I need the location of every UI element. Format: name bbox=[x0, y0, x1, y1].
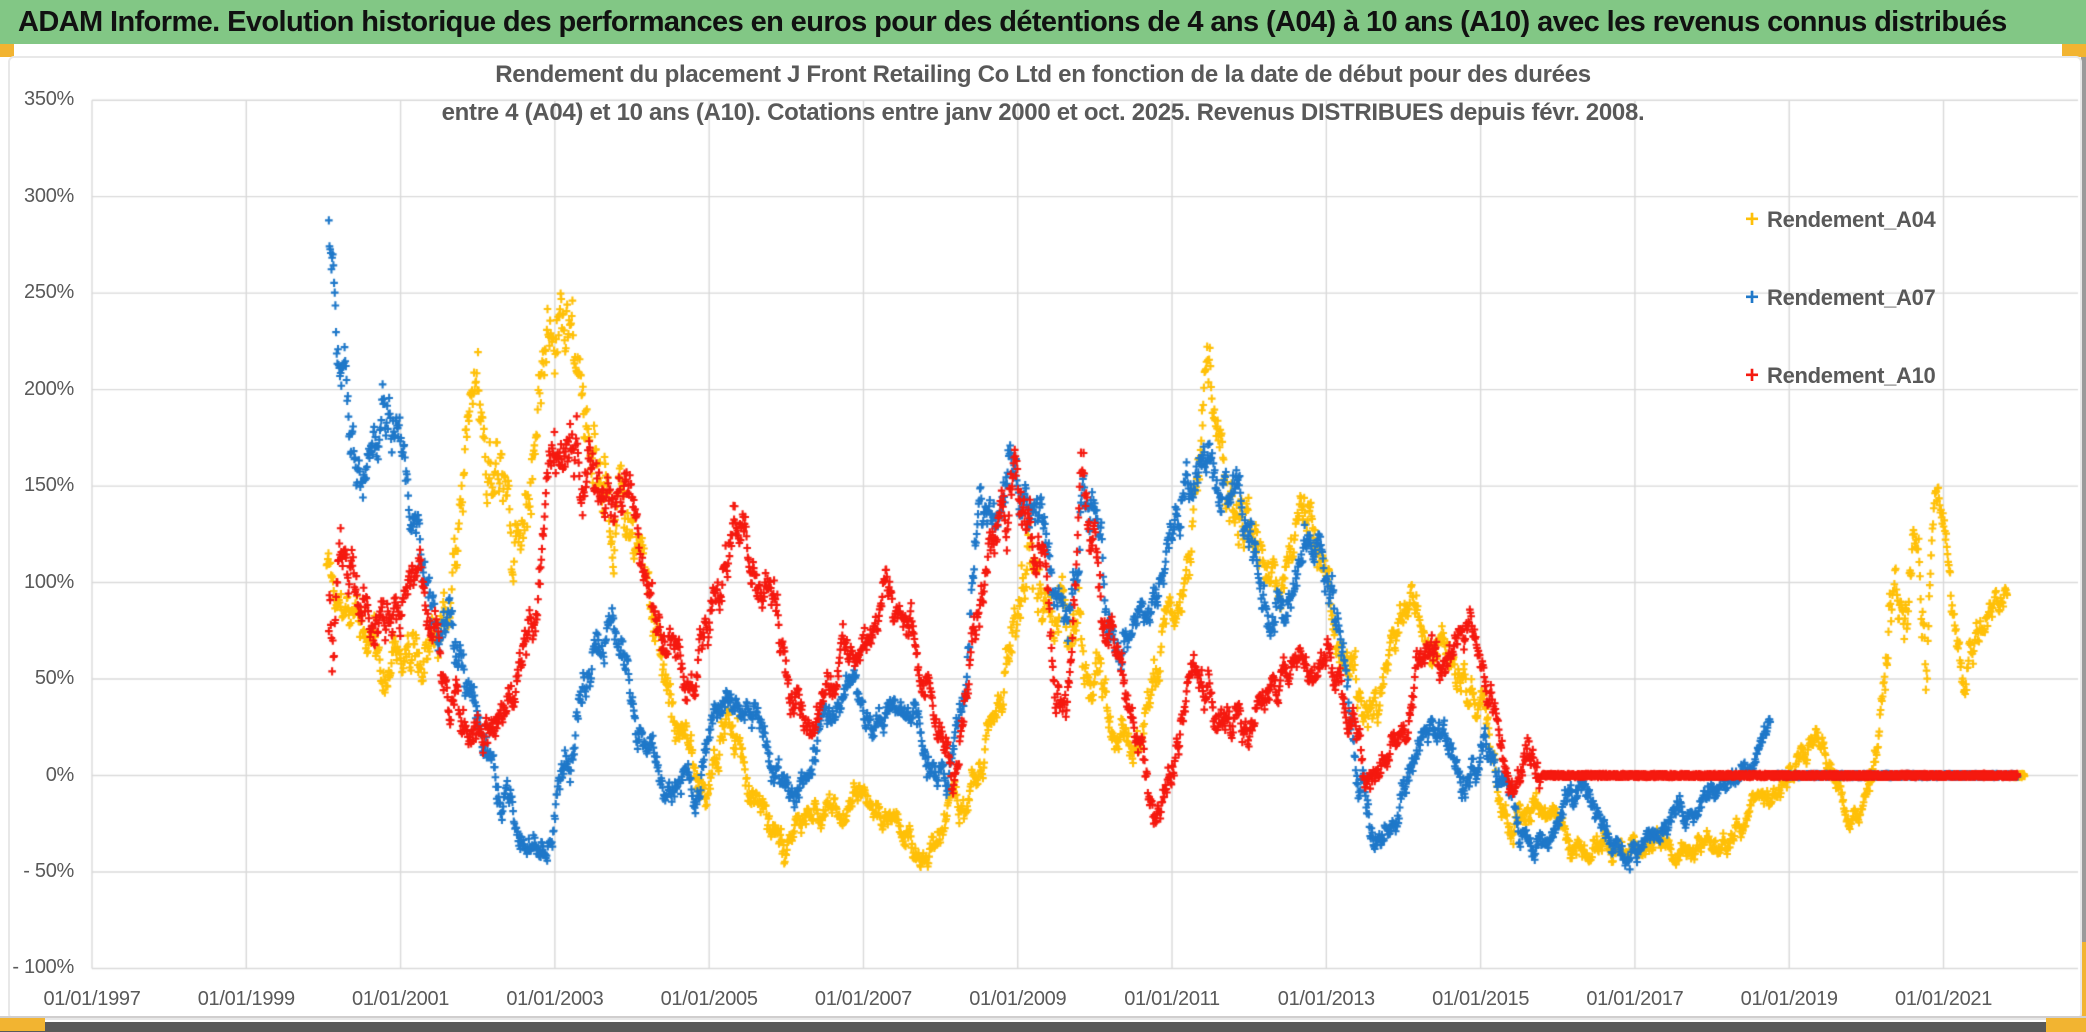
x-tick-label: 01/01/2011 bbox=[1124, 988, 1220, 1010]
legend-item-Rendement_A10: + Rendement_A10 bbox=[1745, 360, 1936, 392]
x-tick-label: 01/01/1997 bbox=[43, 988, 141, 1010]
x-tick-label: 01/01/2019 bbox=[1740, 988, 1838, 1010]
legend-marker-icon: + bbox=[1745, 362, 1760, 389]
x-tick-label: 01/01/2005 bbox=[660, 988, 758, 1010]
y-tick-label: - 100% bbox=[12, 956, 74, 979]
legend-item-Rendement_A04: + Rendement_A04 bbox=[1745, 204, 1936, 236]
legend-marker-icon: + bbox=[1745, 206, 1760, 233]
y-tick-label: 250% bbox=[24, 281, 74, 304]
legend-label: Rendement_A07 bbox=[1767, 285, 1936, 310]
x-tick-label: 01/01/2009 bbox=[969, 988, 1067, 1010]
x-tick-label: 01/01/2017 bbox=[1586, 988, 1684, 1010]
y-tick-label: 200% bbox=[24, 377, 74, 400]
accent-bottom-left bbox=[0, 1018, 45, 1031]
legend-item-Rendement_A07: + Rendement_A07 bbox=[1745, 282, 1936, 314]
y-tick-label: 350% bbox=[24, 88, 74, 111]
x-tick-label: 01/01/2013 bbox=[1277, 988, 1375, 1010]
x-tick-label: 01/01/2003 bbox=[506, 988, 604, 1010]
y-tick-label: 300% bbox=[24, 184, 74, 207]
bottom-divider-line bbox=[0, 1016, 2086, 1018]
legend-marker-icon: + bbox=[1745, 284, 1760, 311]
y-tick-label: 100% bbox=[24, 570, 74, 593]
y-tick-label: - 50% bbox=[23, 859, 74, 882]
legend-label: Rendement_A04 bbox=[1767, 207, 1936, 232]
x-tick-label: 01/01/2007 bbox=[814, 988, 912, 1010]
x-tick-label: 01/01/2001 bbox=[352, 988, 450, 1010]
x-tick-label: 01/01/2015 bbox=[1432, 988, 1530, 1010]
y-tick-label: 150% bbox=[24, 474, 74, 497]
y-tick-label: 0% bbox=[45, 763, 75, 786]
y-tick-label: 50% bbox=[34, 667, 74, 690]
x-tick-label: 01/01/1999 bbox=[197, 988, 295, 1010]
chart-title-line2: entre 4 (A04) et 10 ans (A10). Cotations… bbox=[441, 99, 1645, 126]
accent-bottom-right bbox=[2046, 1018, 2086, 1032]
chart-legend: + Rendement_A04 + Rendement_A07 + Rendement_A… bbox=[1745, 204, 1936, 438]
x-tick-label: 01/01/2021 bbox=[1894, 988, 1993, 1010]
legend-label: Rendement_A10 bbox=[1767, 363, 1936, 388]
bottom-bar bbox=[0, 1022, 2086, 1032]
chart-title-line1: Rendement du placement J Front Retailing… bbox=[495, 61, 1591, 88]
